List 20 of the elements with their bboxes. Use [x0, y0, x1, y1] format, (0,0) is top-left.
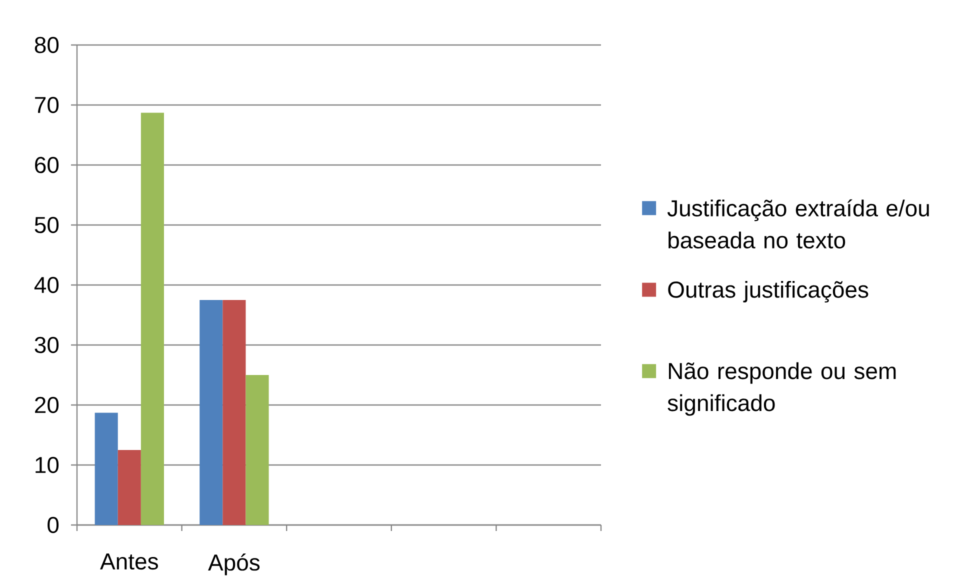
bar	[200, 300, 223, 525]
legend-label: Não responde ou sem significado	[668, 362, 896, 416]
y-tick-label: 0	[48, 516, 59, 534]
y-tick-label: 30	[34, 336, 59, 354]
bar	[94, 412, 118, 525]
y-tick-label: 10	[36, 456, 59, 474]
bar	[246, 375, 269, 525]
x-tick-label: Após	[208, 554, 260, 576]
y-tick-label: 20	[35, 396, 59, 414]
y-tick-label: 60	[35, 156, 59, 174]
y-tick-label: 50	[34, 216, 59, 234]
y-tick-label: 80	[34, 36, 59, 54]
bar	[118, 450, 141, 525]
bar	[140, 112, 164, 525]
legend-label: Outras justificações	[668, 280, 868, 302]
y-tick-label: 40	[34, 276, 59, 294]
x-tick-label: Antes	[100, 554, 158, 570]
y-tick-label: 70	[35, 96, 59, 114]
legend-label: Justificação extraída e/ou baseada no texto	[667, 199, 929, 248]
bar	[222, 300, 246, 525]
